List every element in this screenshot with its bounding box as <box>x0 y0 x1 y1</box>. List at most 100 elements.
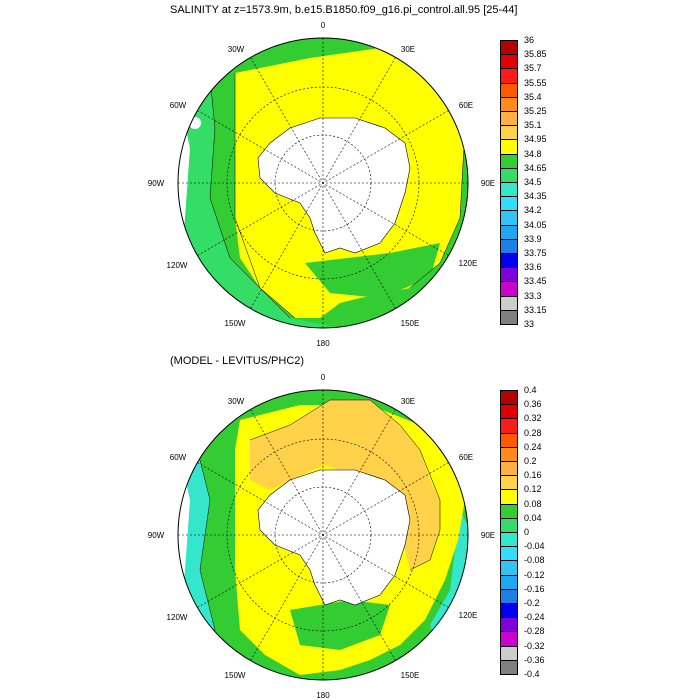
colorbar-cell <box>500 532 518 548</box>
lon-label-120e: 120E <box>459 611 478 620</box>
colorbar-cell <box>500 68 518 84</box>
graticule-2 <box>178 390 468 680</box>
colorbar-cell <box>500 295 518 311</box>
colorbar-label: 33.15 <box>524 304 547 315</box>
colorbar-label: 0.32 <box>524 413 542 424</box>
lon-label-90w: 90W <box>148 179 165 188</box>
colorbar-cell <box>500 54 518 70</box>
colorbar-cell <box>500 153 518 169</box>
lon-label-180: 180 <box>316 691 330 700</box>
colorbar-label: 0.16 <box>524 470 542 481</box>
colorbar-label: -0.12 <box>524 569 545 580</box>
colorbar-label: 33.75 <box>524 248 547 258</box>
colorbar-label: 0.08 <box>524 498 542 509</box>
lon-label-120w: 120W <box>167 613 188 622</box>
colorbar-cell <box>500 503 518 519</box>
colorbar-cell <box>500 446 518 462</box>
colorbar-label: 34.65 <box>524 162 547 173</box>
colorbar-label: 35.4 <box>524 91 542 102</box>
lon-label-60w: 60W <box>170 101 187 110</box>
colorbar-cell <box>500 631 518 647</box>
lon-label-150w: 150W <box>225 671 246 680</box>
colorbar-cell <box>500 517 518 533</box>
salinity-colorbar: 36 35.85 35.7 35.55 35.4 35.25 35.1 34.95 34.8 34… <box>500 35 560 340</box>
colorbar-label: 34.8 <box>524 148 542 159</box>
colorbar-cell <box>500 210 518 226</box>
colorbar-label: 36 <box>524 35 535 45</box>
lon-label-180: 180 <box>316 339 330 348</box>
colorbar-label: 35.55 <box>524 77 547 88</box>
colorbar-label: 33.45 <box>524 276 547 287</box>
colorbar-label: 33.6 <box>524 262 542 273</box>
colorbar-cell <box>500 418 518 434</box>
map-boundary-2 <box>177 389 469 681</box>
colorbar-cell <box>500 475 518 491</box>
colorbar-label: -0.32 <box>524 640 545 651</box>
difference-colorbar: 0.4 0.36 0.32 0.28 0.24 0.2 0.16 0.12 0.08 0.04 0 -… <box>500 385 560 690</box>
lon-label-0: 0 <box>321 373 326 382</box>
lon-label-30e: 30E <box>401 397 415 406</box>
colorbar-cell <box>500 603 518 619</box>
lon-label-30e: 30E <box>401 45 415 54</box>
lon-label-90e: 90E <box>481 179 495 188</box>
colorbar-label: -0.28 <box>524 626 545 637</box>
lon-label-150w: 150W <box>225 319 246 328</box>
colorbar-cell <box>500 432 518 448</box>
colorbar-label: 0.4 <box>524 385 537 395</box>
lon-label-90w: 90W <box>148 531 165 540</box>
graticule <box>178 38 468 328</box>
lon-label-120e: 120E <box>459 259 478 268</box>
colorbar-cell <box>500 182 518 198</box>
map-boundary <box>177 37 469 329</box>
lon-label-150e: 150E <box>401 671 420 680</box>
colorbar-cell <box>500 404 518 420</box>
lon-label-30w: 30W <box>228 397 245 406</box>
panel1-title: SALINITY at z=1573.9m, b.e15.B1850.f09_g… <box>170 4 518 16</box>
colorbar-label: 35.85 <box>524 49 547 60</box>
colorbar-cell <box>500 309 518 325</box>
colorbar-cell <box>500 224 518 240</box>
colorbar-label: -0.24 <box>524 612 545 623</box>
antarctica-landmass-2 <box>257 469 411 606</box>
colorbar-label: 33.9 <box>524 233 542 244</box>
colorbar-label: 0.28 <box>524 427 542 438</box>
lon-label-60e: 60E <box>459 453 473 462</box>
lon-label-60w: 60W <box>170 453 187 462</box>
colorbar-cell <box>500 560 518 576</box>
colorbar-cell <box>500 139 518 155</box>
colorbar-label: 33.3 <box>524 290 542 301</box>
salinity-map: 0 30E 60E 90E 120E 150E 180 150W 120W 90… <box>148 21 495 348</box>
colorbar-label: 0.24 <box>524 441 542 452</box>
lon-label-60e: 60E <box>459 101 473 110</box>
colorbar-label: -0.04 <box>524 541 545 552</box>
colorbar-label: 35.25 <box>524 106 547 116</box>
salinity-field-ross <box>305 243 440 298</box>
colorbar-label: -0.4 <box>524 669 540 679</box>
colorbar-label: -0.16 <box>524 583 545 594</box>
colorbar-cell <box>500 461 518 477</box>
colorbar-cell <box>500 574 518 590</box>
colorbar-cell <box>500 167 518 183</box>
colorbar-cell <box>500 96 518 112</box>
lon-label-90e: 90E <box>481 531 495 540</box>
colorbar-cell <box>500 267 518 283</box>
colorbar-label: -0.08 <box>524 555 545 566</box>
colorbar-label: 34.35 <box>524 191 547 202</box>
colorbar-label: 35.1 <box>524 120 542 131</box>
colorbar-cell <box>500 40 518 56</box>
colorbar-cell <box>500 125 518 141</box>
colorbar-label: 34.95 <box>524 134 547 145</box>
colorbar-cell <box>500 659 518 675</box>
lon-label-150e: 150E <box>401 319 420 328</box>
colorbar-cell <box>500 645 518 661</box>
panel2-title: (MODEL - LEVITUS/PHC2) <box>170 355 305 367</box>
colorbar-label: 34.5 <box>524 177 542 187</box>
colorbar-label: 0.12 <box>524 484 542 495</box>
colorbar-label: 0 <box>524 527 530 537</box>
colorbar-cell <box>500 82 518 98</box>
colorbar-cell <box>500 617 518 633</box>
colorbar-cell <box>500 111 518 127</box>
colorbar-label: 35.7 <box>524 63 542 74</box>
colorbar-label: 0.2 <box>524 456 537 466</box>
colorbar-cell <box>500 281 518 297</box>
